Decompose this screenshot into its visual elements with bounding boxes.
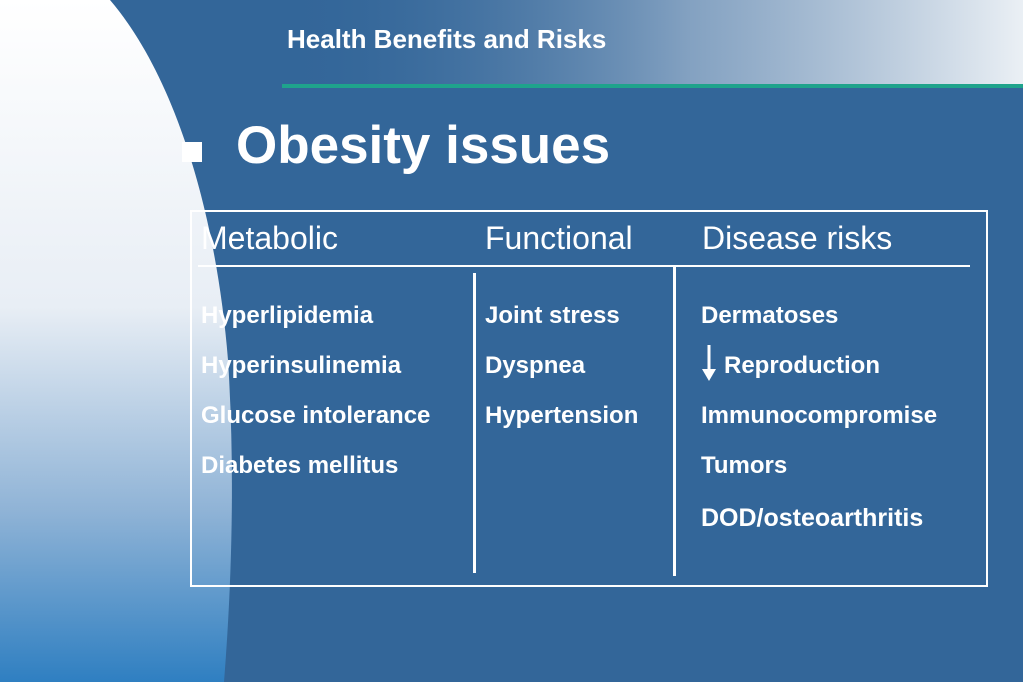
column-divider xyxy=(673,265,676,576)
table-cell: Dyspnea xyxy=(485,352,586,379)
table-cell: Diabetes mellitus xyxy=(201,452,399,479)
column-header-metabolic: Metabolic xyxy=(201,220,338,256)
table-cell: Joint stress xyxy=(485,302,620,329)
table-cell: Immunocompromise xyxy=(701,402,938,429)
arrow-down-icon xyxy=(702,345,716,381)
slide-heading: Obesity issues xyxy=(236,116,611,175)
square-bullet-icon xyxy=(182,142,202,162)
table-cell: Hypertension xyxy=(485,402,639,429)
table-header-divider xyxy=(198,265,970,267)
header-divider xyxy=(282,84,1023,88)
header-title: Health Benefits and Risks xyxy=(287,24,607,54)
column-divider xyxy=(473,273,476,573)
table-cell: Hyperlipidemia xyxy=(201,302,374,329)
table-cell: Hyperinsulinemia xyxy=(201,352,402,379)
table-frame xyxy=(190,210,988,587)
column-header-functional: Functional xyxy=(485,220,633,256)
column-header-disease-risks: Disease risks xyxy=(702,220,893,256)
table-cell: Tumors xyxy=(701,452,788,479)
table-cell: Dermatoses xyxy=(701,302,839,329)
table-cell: Reproduction xyxy=(724,352,880,379)
table-cell: DOD/osteoarthritis xyxy=(701,504,924,532)
table-cell: Glucose intolerance xyxy=(201,402,431,429)
